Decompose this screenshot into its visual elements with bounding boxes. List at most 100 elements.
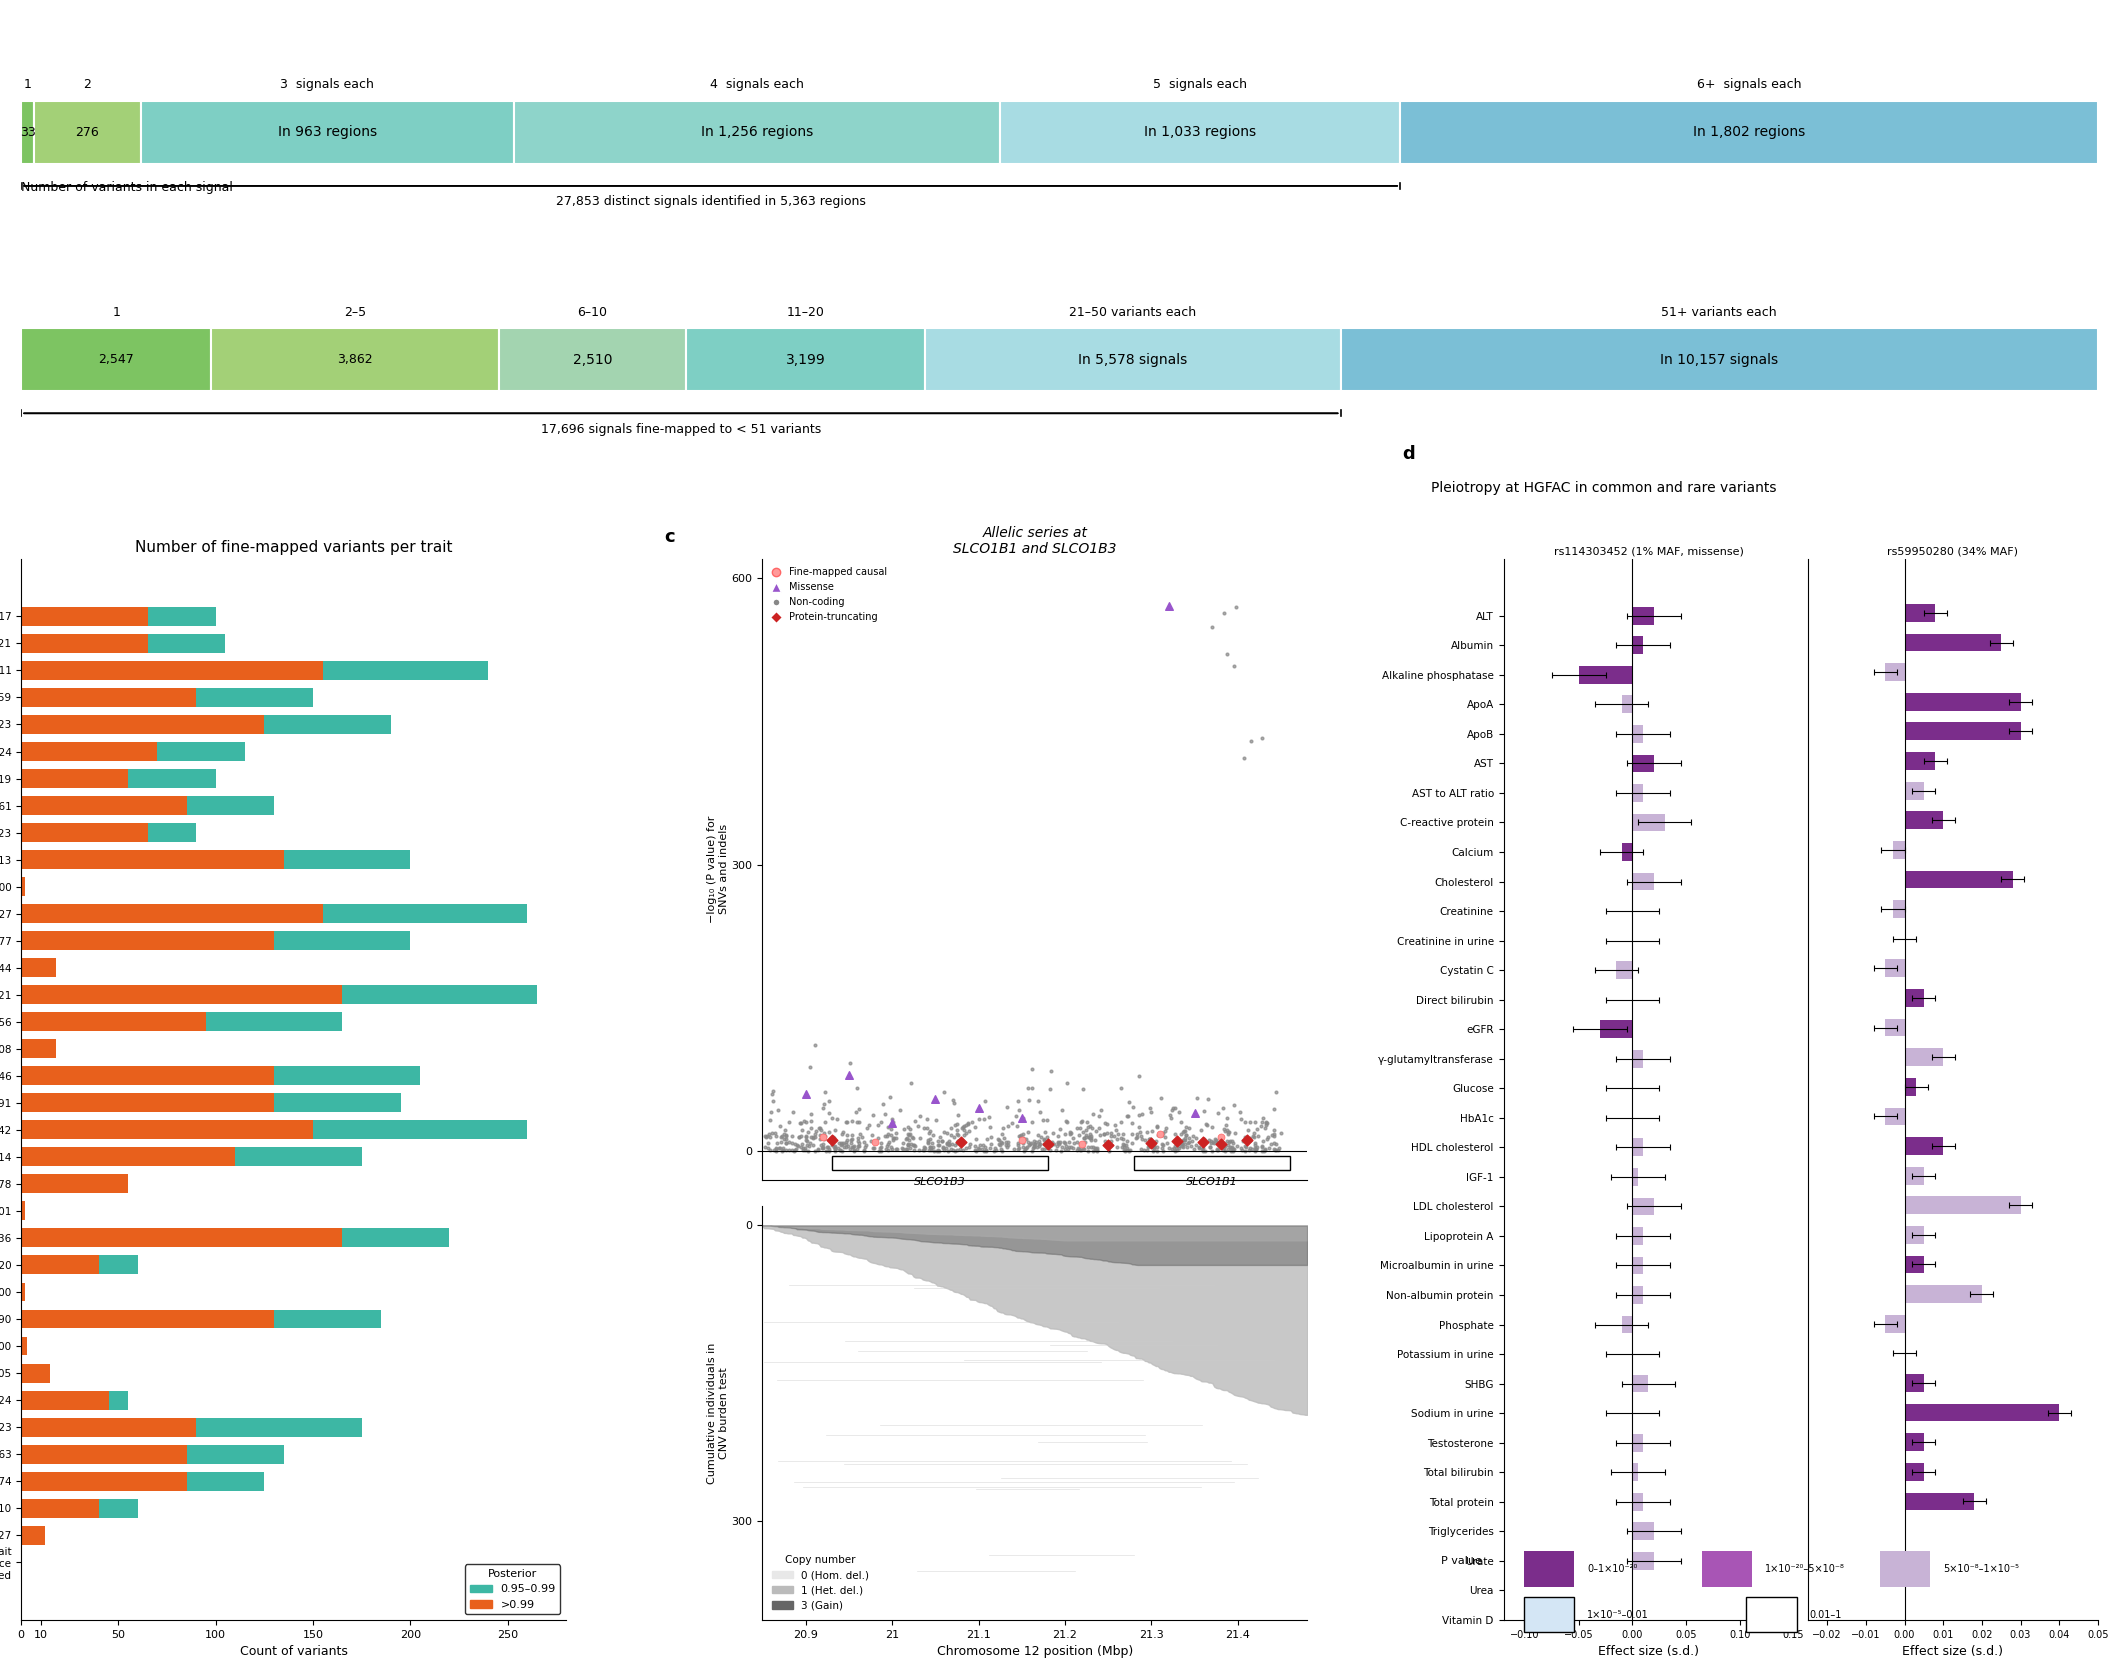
Bar bbox=[21, 1012, 206, 1030]
Bar bbox=[1886, 960, 1905, 977]
Bar bbox=[1905, 1167, 1924, 1184]
Point bbox=[1146, 1131, 1180, 1157]
Point bbox=[1087, 1109, 1121, 1136]
Point bbox=[1055, 1134, 1089, 1161]
Point bbox=[1193, 1134, 1227, 1161]
Point bbox=[939, 1111, 973, 1137]
Point bbox=[1233, 728, 1267, 755]
Point bbox=[754, 1107, 788, 1134]
Point bbox=[786, 1136, 820, 1162]
Point bbox=[1246, 1127, 1280, 1154]
Point bbox=[1093, 1131, 1127, 1157]
Point bbox=[1049, 1129, 1083, 1156]
Point bbox=[892, 1132, 926, 1159]
Bar bbox=[21, 1309, 273, 1328]
Point bbox=[949, 1136, 983, 1162]
Point bbox=[761, 1134, 795, 1161]
Point bbox=[941, 1102, 975, 1129]
Bar bbox=[108, 1391, 127, 1409]
Point bbox=[748, 1122, 782, 1149]
Point bbox=[1074, 1116, 1108, 1142]
Point bbox=[1246, 1109, 1280, 1136]
Point bbox=[1057, 1129, 1091, 1156]
Point bbox=[1155, 1106, 1189, 1132]
Point bbox=[1106, 1126, 1140, 1152]
FancyBboxPatch shape bbox=[924, 327, 1341, 391]
Point bbox=[1072, 1124, 1106, 1151]
Point bbox=[877, 1124, 911, 1151]
Point bbox=[1218, 595, 1252, 621]
Point bbox=[1199, 1129, 1233, 1156]
Point bbox=[752, 1137, 786, 1164]
Point bbox=[839, 1075, 873, 1102]
Point bbox=[1064, 1137, 1098, 1164]
Point bbox=[1214, 1137, 1248, 1164]
Point bbox=[1062, 1134, 1096, 1161]
Point bbox=[960, 1137, 994, 1164]
Point bbox=[1148, 1124, 1182, 1151]
Point bbox=[1244, 725, 1278, 752]
Point bbox=[752, 1134, 786, 1161]
Point bbox=[1206, 1096, 1240, 1122]
Point bbox=[922, 1132, 956, 1159]
Bar bbox=[1886, 1107, 1905, 1126]
Bar bbox=[1632, 783, 1642, 802]
Point bbox=[939, 1117, 973, 1144]
Point bbox=[1165, 1127, 1199, 1154]
Point bbox=[966, 1131, 1000, 1157]
Point bbox=[1072, 1112, 1106, 1139]
Point bbox=[1248, 1112, 1282, 1139]
Bar bbox=[21, 850, 284, 868]
Point bbox=[1066, 1134, 1100, 1161]
Point bbox=[1233, 1124, 1267, 1151]
Point bbox=[1237, 1109, 1271, 1136]
Point bbox=[807, 1122, 841, 1149]
Point bbox=[1083, 1116, 1117, 1142]
Bar bbox=[1632, 1286, 1642, 1304]
Point bbox=[1017, 1136, 1051, 1162]
Point bbox=[973, 1114, 1007, 1141]
Point bbox=[812, 1136, 845, 1162]
Point bbox=[977, 1137, 1011, 1164]
Point bbox=[1066, 1119, 1100, 1146]
Point bbox=[780, 1132, 814, 1159]
Point bbox=[869, 1101, 903, 1127]
Point bbox=[1017, 1127, 1051, 1154]
Point bbox=[1168, 1131, 1201, 1157]
Point bbox=[761, 1131, 795, 1157]
Point bbox=[943, 1136, 977, 1162]
Point bbox=[1252, 1136, 1286, 1162]
Point bbox=[865, 1131, 898, 1157]
Point bbox=[841, 1126, 875, 1152]
Legend: 0.95–0.99, >0.99: 0.95–0.99, >0.99 bbox=[466, 1565, 559, 1615]
Point bbox=[1168, 1117, 1201, 1144]
Point bbox=[790, 1119, 824, 1146]
Point bbox=[1115, 1121, 1148, 1147]
Point bbox=[1002, 1122, 1036, 1149]
Point bbox=[911, 1131, 945, 1157]
Point bbox=[1015, 1055, 1049, 1082]
Point bbox=[1007, 1106, 1040, 1132]
Point bbox=[826, 1131, 860, 1157]
Point bbox=[803, 1114, 837, 1141]
Bar bbox=[1892, 900, 1905, 919]
Point bbox=[805, 1131, 839, 1157]
Point bbox=[968, 1089, 1002, 1116]
FancyBboxPatch shape bbox=[1880, 1551, 1930, 1586]
Point bbox=[996, 1136, 1030, 1162]
Point bbox=[1233, 1109, 1267, 1136]
Point bbox=[782, 1124, 816, 1151]
Point bbox=[848, 1137, 882, 1164]
Point bbox=[801, 1136, 835, 1162]
Point bbox=[1053, 1121, 1087, 1147]
Bar bbox=[148, 823, 197, 842]
Bar bbox=[186, 1445, 284, 1463]
Point bbox=[1242, 1122, 1276, 1149]
Point bbox=[1250, 1109, 1284, 1136]
Point bbox=[1009, 1126, 1043, 1152]
Point bbox=[797, 1124, 831, 1151]
FancyBboxPatch shape bbox=[1702, 1551, 1752, 1586]
Point bbox=[771, 1109, 805, 1136]
Point bbox=[884, 1097, 918, 1124]
Point bbox=[788, 1122, 822, 1149]
